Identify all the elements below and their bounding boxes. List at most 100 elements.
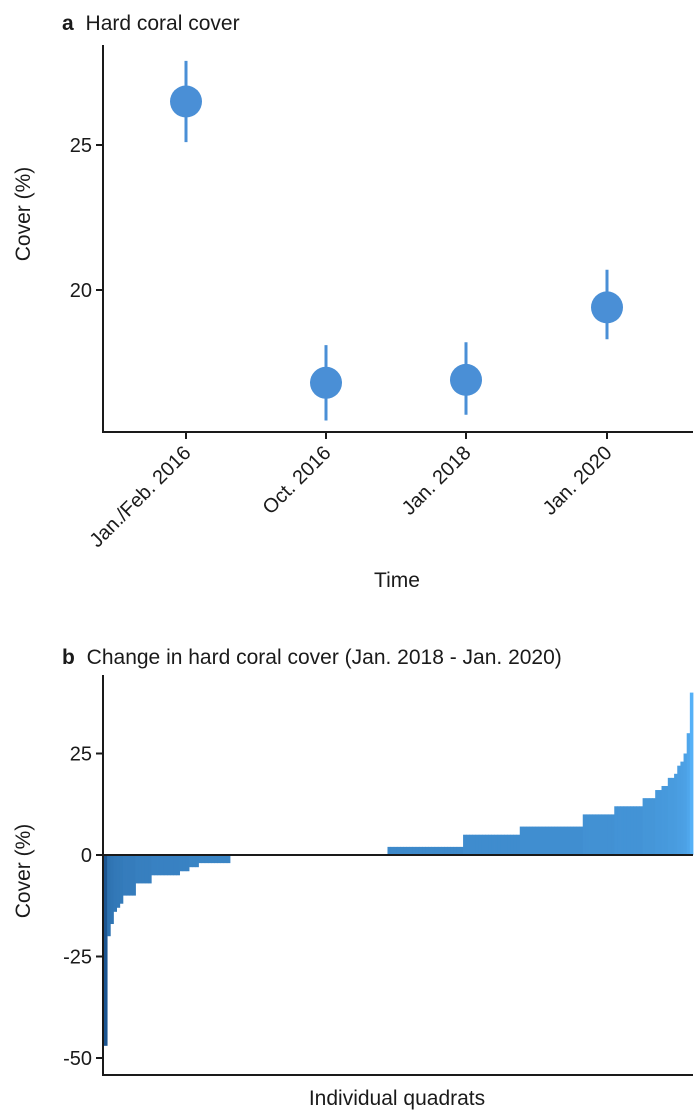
quadrat-bar [548,826,552,855]
panel-b-axis-lines [102,675,693,1076]
quadrat-bar [472,834,477,855]
quadrat-bar [680,761,684,855]
quadrat-bar [437,846,442,855]
panel-a-title-text: Hard coral cover [86,12,240,35]
y-tick-label: 0 [81,845,92,867]
panel-b-title: b Change in hard coral cover (Jan. 2018 … [62,646,562,669]
quadrat-bar [151,855,155,876]
quadrat-bar [447,846,451,855]
panel-a-letter: a [62,12,74,35]
quadrat-bar [463,834,467,855]
quadrat-bar [563,826,568,855]
quadrat-bar [611,814,615,855]
quadrat-bar [481,834,486,855]
quadrat-bar [516,834,521,855]
quadrat-bar [207,855,212,864]
quadrat-bar [592,814,596,855]
quadrat-bar [664,785,669,855]
x-tick-label: Jan. 2020 [539,442,617,520]
quadrat-bar [544,826,549,855]
quadrat-bar [425,846,429,855]
data-point [310,366,342,399]
quadrat-bar [198,855,203,864]
quadrat-bar [504,834,508,855]
quadrat-bar [406,846,410,855]
quadrat-bar [387,846,392,855]
quadrat-bar [176,855,180,876]
quadrat-bar [620,806,625,855]
data-point [450,363,482,396]
quadrat-bar [667,777,672,855]
quadrat-bar [154,855,158,876]
quadrat-bar [469,834,473,855]
quadrat-bar [400,846,404,855]
quadrat-bar [617,806,621,855]
quadrat-bar [557,826,562,855]
quadrat-bar [434,846,439,855]
quadrat-bar [441,846,445,855]
quadrat-bar [475,834,480,855]
quadrat-bar [639,806,643,855]
quadrat-bar [630,806,634,855]
quadrat-bar [166,855,171,876]
quadrat-bar [412,846,417,855]
quadrat-bar [211,855,215,864]
quadrat-bar [674,773,678,855]
quadrat-bar [403,846,407,855]
quadrat-bar [141,855,146,884]
quadrat-bar [551,826,555,855]
quadrat-bar [220,855,225,864]
quadrat-bar [526,826,530,855]
quadrat-bar [623,806,628,855]
quadrat-bar [683,753,688,855]
quadrat-bar [522,826,527,855]
quadrat-bar [570,826,574,855]
quadrat-bar [409,846,414,855]
panel-a-marks [170,60,623,421]
quadrat-bar [614,806,618,855]
quadrat-bar [554,826,558,855]
quadrat-bar [157,855,162,876]
quadrat-bar [110,855,114,925]
quadrat-bar [126,855,130,896]
quadrat-bar [182,855,187,872]
quadrat-bar [532,826,536,855]
quadrat-bar [500,834,505,855]
quadrat-bar [573,826,577,855]
quadrat-bar [179,855,184,872]
quadrat-bar [201,855,206,864]
quadrat-bar [645,798,650,855]
quadrat-bar [144,855,149,884]
quadrat-bar [538,826,543,855]
quadrat-bar [607,814,612,855]
quadrat-bar [189,855,193,868]
quadrat-bar [418,846,423,855]
y-tick-label: 25 [70,744,92,766]
x-tick-label: Jan. 2018 [398,442,476,520]
quadrat-bar [453,846,458,855]
quadrat-bar [661,785,666,855]
quadrat-bar [422,846,426,855]
panel-a-axis-lines [102,45,693,433]
quadrat-bar [636,806,640,855]
x-tick-label: Oct. 2016 [259,442,336,519]
quadrat-bar [135,855,140,884]
quadrat-bar [507,834,511,855]
quadrat-bar [478,834,483,855]
panel-b-marks [104,692,694,1046]
y-tick-label: -25 [63,947,92,969]
quadrat-bar [113,855,117,912]
quadrat-bar [513,834,518,855]
quadrat-bar [491,834,495,855]
panel-a: a Hard coral cover 20 25 Jan./Feb. 2016 Oct… [12,12,693,592]
quadrat-bar [396,846,401,855]
quadrat-bar [466,834,470,855]
quadrat-bar [541,826,546,855]
quadrat-bar [633,806,637,855]
quadrat-bar [226,855,231,864]
data-point [170,85,202,118]
quadrat-bar [510,834,514,855]
quadrat-bar [567,826,571,855]
panel-b-title-text: Change in hard coral cover (Jan. 2018 - … [87,646,562,669]
